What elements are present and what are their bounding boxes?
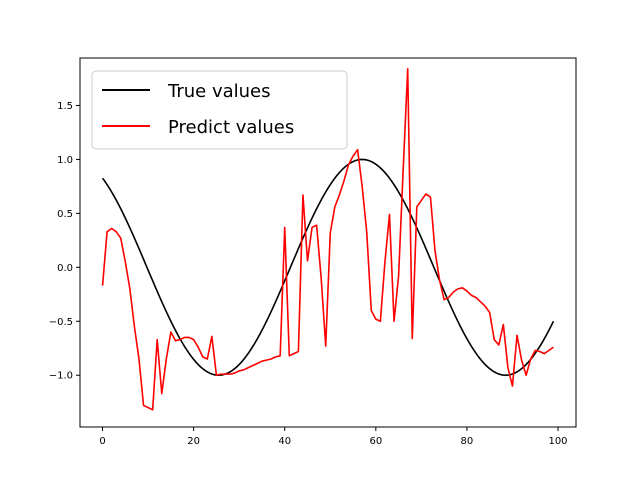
y-tick-label: 1.0 [57, 155, 73, 166]
x-tick-label: 100 [548, 436, 567, 447]
series-line-predict-values [101, 67, 554, 411]
legend-label-true-values: True values [167, 81, 271, 102]
x-tick-label: 20 [187, 436, 200, 447]
y-tick-label: 1.5 [57, 101, 73, 112]
axes-frame [79, 57, 577, 428]
x-tick-label: 40 [278, 436, 291, 447]
x-tick-label: 0 [99, 436, 105, 447]
y-tick-label: −0.5 [49, 317, 73, 328]
y-tick-label: 0.0 [57, 263, 73, 274]
legend-label-predict-values: Predict values [168, 117, 294, 138]
series-line-true-values [101, 158, 555, 377]
series-layer [101, 67, 555, 411]
x-tick-label: 60 [369, 436, 382, 447]
legend: True values Predict values [91, 70, 348, 150]
y-axis-ticks: −1.0 −0.5 0.0 0.5 1.0 1.5 [49, 101, 80, 382]
legend-box [91, 70, 348, 150]
x-tick-label: 80 [461, 436, 474, 447]
x-axis-ticks: 0 20 40 60 80 100 [99, 427, 568, 447]
y-tick-label: 0.5 [57, 209, 73, 220]
y-tick-label: −1.0 [49, 371, 73, 382]
